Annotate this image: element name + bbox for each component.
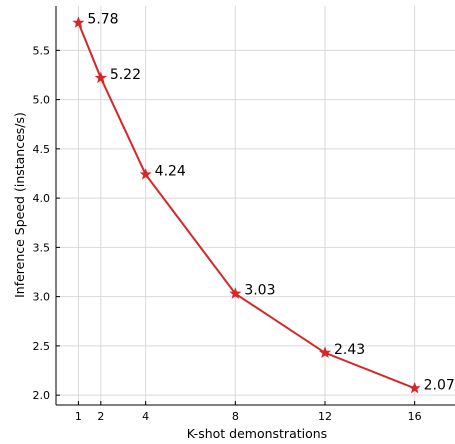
data-label: 2.43 (334, 342, 365, 358)
data-point (229, 287, 242, 299)
x-tick-label: 16 (408, 410, 422, 423)
y-tick-label: 2.5 (33, 340, 51, 353)
grid-lines (56, 6, 455, 405)
data-point (94, 71, 107, 84)
data-point (408, 381, 421, 394)
data-point (139, 168, 152, 180)
y-axis-title: Inference Speed (instances/s) (12, 112, 27, 298)
data-label: 4.24 (155, 163, 186, 179)
y-tick-label: 3.5 (33, 241, 51, 254)
y-tick-label: 5.0 (33, 94, 51, 107)
x-tick-label: 12 (318, 410, 332, 423)
y-tick-label: 2.0 (33, 389, 51, 402)
series-markers (72, 16, 421, 394)
y-tick-label: 4.0 (33, 192, 51, 205)
x-tick-label: 2 (97, 410, 104, 423)
axes: 1 2 4 8 12 162.02.53.03.54.04.55.05.5 (33, 6, 455, 423)
x-axis-title: K-shot demonstrations (187, 426, 327, 441)
data-label: 5.22 (110, 67, 141, 83)
x-tick-label: 4 (142, 410, 149, 423)
y-tick-label: 5.5 (33, 44, 51, 57)
series-polyline (77, 22, 416, 390)
data-point (318, 346, 332, 358)
data-label: 2.07 (424, 377, 455, 393)
x-tick-label: 1 (75, 410, 82, 423)
data-labels: 5.78 5.22 4.24 3.03 2.43 2.07 (87, 12, 454, 394)
series-line (77, 22, 416, 390)
data-point (72, 16, 85, 28)
y-tick-label: 3.0 (33, 291, 51, 304)
x-tick-label: 8 (232, 410, 239, 423)
y-tick-label: 4.5 (33, 143, 51, 156)
data-label: 3.03 (244, 283, 275, 299)
data-label: 5.78 (87, 12, 118, 28)
